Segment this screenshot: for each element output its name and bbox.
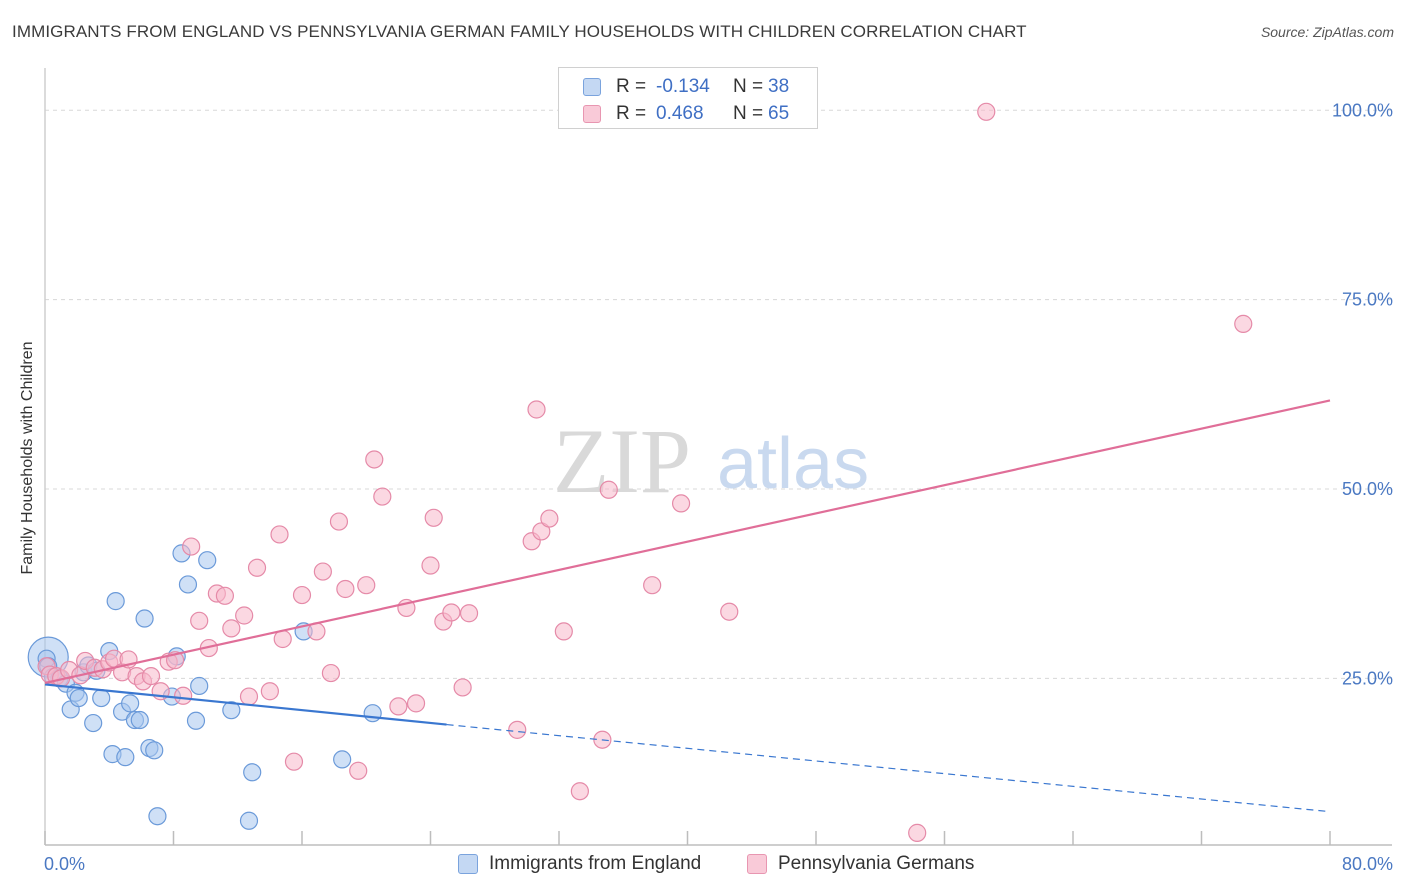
data-point xyxy=(182,537,201,556)
data-point xyxy=(540,509,559,528)
data-point xyxy=(373,487,392,506)
blue-r-value: -0.134 xyxy=(656,76,710,97)
data-point xyxy=(186,711,206,730)
data-point xyxy=(313,562,332,581)
data-point xyxy=(130,710,149,730)
y-tick-label: 25.0% xyxy=(1342,668,1393,688)
data-point xyxy=(174,686,193,705)
data-point xyxy=(141,666,161,686)
data-point xyxy=(329,512,349,531)
data-point xyxy=(84,713,103,733)
data-point xyxy=(235,606,254,625)
series-pennsylvania-germans xyxy=(37,102,1253,842)
data-point xyxy=(720,602,739,621)
data-point xyxy=(190,611,209,630)
pink-r-value: 0.468 xyxy=(656,103,704,124)
data-point xyxy=(554,622,573,641)
data-point xyxy=(442,603,461,622)
data-point xyxy=(284,752,304,771)
trend-line-immigrants-from-england xyxy=(44,683,447,726)
data-point xyxy=(527,400,546,419)
data-point xyxy=(239,687,259,706)
data-point xyxy=(532,522,551,541)
blue-r-label: R = xyxy=(616,76,647,97)
data-point xyxy=(643,576,662,595)
data-point xyxy=(977,102,996,121)
data-point xyxy=(243,763,262,782)
data-point xyxy=(247,558,267,577)
data-point xyxy=(908,823,927,842)
pink-n-label: N = xyxy=(733,103,764,124)
chart-title: IMMIGRANTS FROM ENGLAND VS PENNSYLVANIA … xyxy=(12,22,1027,41)
y-tick-label: 50.0% xyxy=(1342,479,1393,499)
data-point xyxy=(508,720,527,739)
correlation-stats-box: R = -0.134 N = 38 R = 0.468 N = 65 xyxy=(558,67,818,129)
pink-r-label: R = xyxy=(616,103,647,124)
y-tick-label: 100.0% xyxy=(1332,100,1393,120)
blue-n-value: 38 xyxy=(768,76,790,97)
tick-labels: 25.0% 50.0% 75.0% 100.0% 0.0% 80.0% xyxy=(44,100,1393,874)
watermark-zip: ZIP xyxy=(553,410,691,512)
data-point xyxy=(321,663,341,683)
data-point xyxy=(389,697,408,716)
data-point xyxy=(116,748,135,767)
blue-n-label: N = xyxy=(733,76,764,97)
data-point xyxy=(357,576,376,595)
axes xyxy=(44,68,1392,846)
trend-line-extension-immigrants-from-england xyxy=(446,723,1331,813)
legend-pink-swatch xyxy=(747,854,767,874)
data-point xyxy=(453,678,472,697)
data-point xyxy=(336,579,355,599)
watermark-atlas: atlas xyxy=(717,424,869,504)
data-point xyxy=(92,688,111,708)
data-point xyxy=(190,676,209,696)
legend-blue-label: Immigrants from England xyxy=(489,853,702,874)
blue-swatch xyxy=(583,78,601,96)
data-point xyxy=(365,450,384,469)
pink-swatch xyxy=(583,105,601,123)
series-immigrants-from-england xyxy=(27,544,382,830)
data-point xyxy=(222,619,241,638)
data-point xyxy=(671,494,691,513)
data-point xyxy=(424,508,443,527)
data-point xyxy=(222,701,241,720)
trend-line-pennsylvania-germans xyxy=(44,399,1331,684)
y-tick-label: 75.0% xyxy=(1342,290,1393,310)
data-point xyxy=(599,480,618,499)
data-point xyxy=(135,609,154,628)
x-tick-label: 0.0% xyxy=(44,854,85,874)
data-point xyxy=(333,750,352,769)
data-point xyxy=(363,704,382,723)
data-point xyxy=(239,811,259,830)
data-point xyxy=(148,807,167,826)
data-point xyxy=(69,688,88,708)
data-point xyxy=(121,694,140,713)
data-point xyxy=(145,741,164,760)
data-point xyxy=(421,556,440,575)
data-point xyxy=(178,575,198,594)
data-point xyxy=(570,782,589,801)
trend-lines xyxy=(44,399,1331,813)
data-point xyxy=(459,604,479,623)
data-point xyxy=(260,682,279,701)
legend-pink-label: Pennsylvania Germans xyxy=(778,853,975,874)
data-point xyxy=(106,592,125,611)
pink-n-value: 65 xyxy=(768,103,790,124)
data-point xyxy=(1234,314,1253,333)
data-point xyxy=(215,586,234,605)
data-point xyxy=(349,761,368,780)
data-point xyxy=(406,694,426,713)
grid-lines xyxy=(45,109,1392,679)
source-credit: Source: ZipAtlas.com xyxy=(1260,24,1394,40)
data-point xyxy=(292,585,312,605)
x-tick-label: 80.0% xyxy=(1342,854,1393,874)
data-point xyxy=(270,525,289,544)
data-point xyxy=(198,551,217,570)
legend-blue-swatch xyxy=(458,854,478,874)
